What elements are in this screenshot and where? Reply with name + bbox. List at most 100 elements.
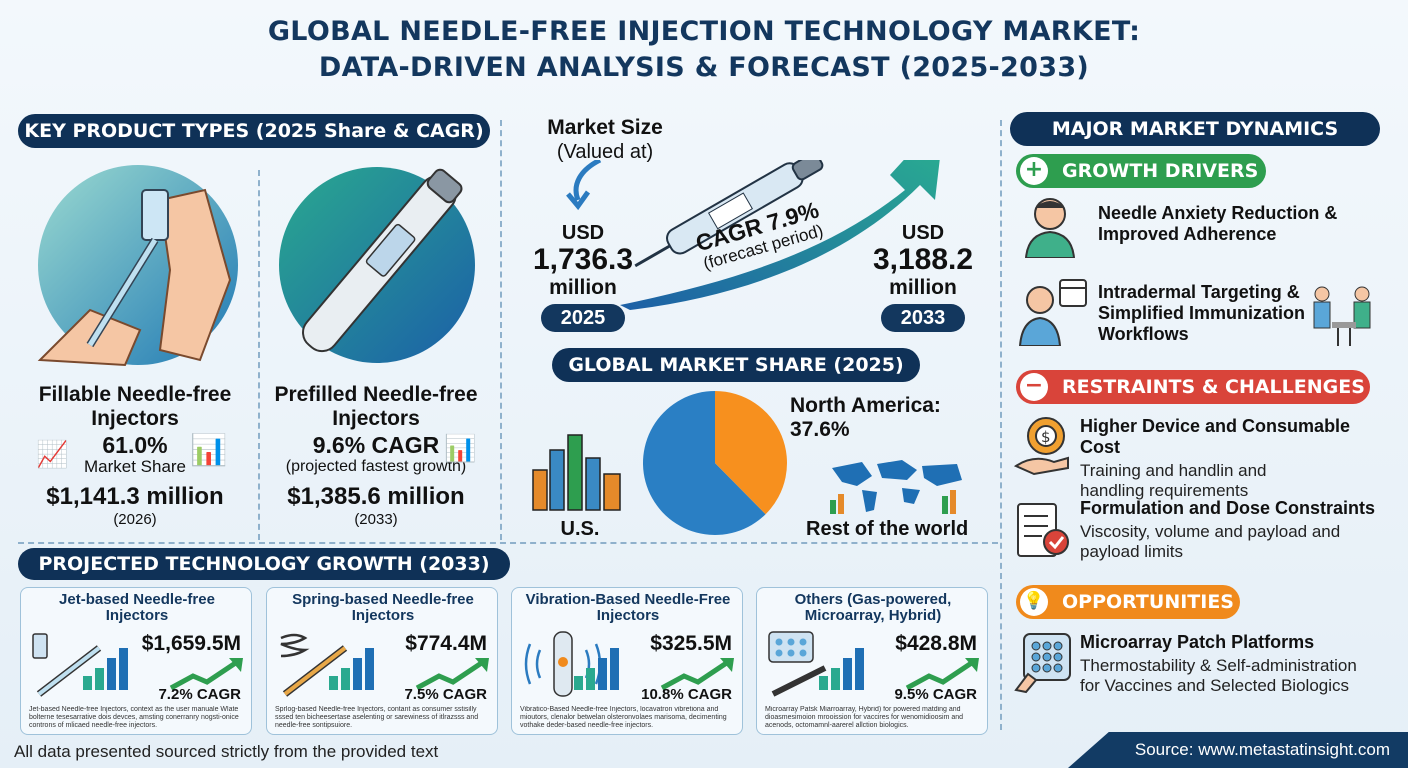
clinician-calendar-icon	[1016, 276, 1088, 347]
rest-of-world-label: Rest of the world	[806, 518, 969, 540]
opportunity-item-1: Microarray Patch Platforms Thermostabili…	[1080, 632, 1390, 696]
tech-card-cagr: 7.2% CAGR	[158, 686, 241, 703]
tech-card-illustration	[275, 628, 361, 705]
trend-arrow-icon	[903, 654, 983, 699]
formulation-checklist-icon	[1014, 500, 1072, 560]
prefilled-stat-label: (projected fastest growth)	[285, 458, 467, 475]
end-year-badge: 2033	[881, 304, 965, 332]
opportunity-1-title: Microarray Patch Platforms	[1080, 632, 1315, 652]
product-divider	[258, 170, 260, 540]
tech-card: Others (Gas-powered, Microarray, Hybrid)…	[756, 587, 988, 735]
fillable-name: Fillable Needle-free Injectors	[38, 383, 232, 430]
tech-card-title: Vibration-Based Needle-Free Injectors	[525, 591, 731, 624]
trend-arrow-icon	[658, 654, 738, 699]
product-types-header: KEY PRODUCT TYPES (2025 Share & CAGR)	[18, 114, 490, 148]
pie-slice-north-america	[715, 391, 787, 515]
restraint-1-title: Higher Device and Consumable Cost	[1080, 416, 1351, 457]
market-share-pie	[640, 388, 790, 538]
fillable-injector-illustration	[30, 160, 245, 370]
microarray-patch-icon	[1014, 630, 1074, 694]
prefilled-year: (2033)	[354, 511, 398, 528]
start-currency: USD	[561, 222, 605, 244]
tech-card-bars	[329, 648, 374, 690]
us-label: U.S.	[560, 518, 600, 540]
fillable-product: Fillable Needle-free Injectors 📈 📊 61.0%…	[18, 383, 252, 529]
tech-card-cagr: 7.5% CAGR	[404, 686, 487, 703]
tech-card: Jet-based Needle-free Injectors $1,659.5…	[20, 587, 252, 735]
section-divider-right	[1000, 120, 1002, 730]
north-america-label: North America: 37.6%	[790, 394, 990, 442]
lightbulb-icon: 💡	[1020, 588, 1048, 616]
immunization-scene-icon	[1308, 282, 1378, 348]
title-line-2: DATA-DRIVEN ANALYSIS & FORECAST (2025-20…	[318, 52, 1090, 83]
market-start: USD 1,736.3 million 2025	[522, 222, 644, 332]
prefilled-name: Prefilled Needle-free Injectors	[274, 383, 478, 430]
tech-card-illustration	[29, 628, 115, 705]
na-value: 37.6%	[790, 418, 850, 441]
tech-card-desc: Sprlog-based Needle-free Injectors, cont…	[275, 706, 479, 729]
prefilled-injector-illustration	[272, 160, 482, 370]
fillable-value: $1,141.3 million	[46, 483, 224, 510]
market-end: USD 3,188.2 million 2033	[862, 222, 984, 332]
tech-card-desc: Jet-based Needle-free Injectors, context…	[29, 706, 239, 729]
tech-card-title: Others (Gas-powered, Microarray, Hybrid)	[794, 591, 952, 624]
tech-card-value: $774.4M	[405, 632, 487, 655]
plus-icon: +	[1020, 157, 1048, 185]
restraints-pill: − RESTRAINTS & CHALLENGES	[1016, 370, 1370, 404]
fillable-year: (2026)	[113, 511, 157, 528]
growth-drivers-label: GROWTH DRIVERS	[1062, 160, 1259, 182]
tech-card-value: $428.8M	[895, 632, 977, 655]
tech-card-bars	[819, 648, 864, 690]
market-size-subtitle: (Valued at)	[556, 141, 654, 163]
tech-divider	[18, 542, 998, 544]
driver-item-2: Intradermal Targeting & Simplified Immun…	[1098, 282, 1306, 344]
start-year-badge: 2025	[541, 304, 625, 332]
tech-card-bars	[574, 648, 619, 690]
pie-chart	[643, 391, 787, 535]
trend-arrow-icon	[167, 654, 247, 699]
patient-avatar-icon	[1020, 194, 1080, 259]
opportunities-pill: 💡 OPPORTUNITIES	[1016, 585, 1240, 619]
tech-card: Spring-based Needle-free Injectors $774.…	[266, 587, 498, 735]
tech-card-illustration	[520, 628, 606, 705]
title-line-1: GLOBAL NEEDLE-FREE INJECTION TECHNOLOGY …	[267, 16, 1141, 47]
driver-item-1: Needle Anxiety Reduction & Improved Adhe…	[1098, 203, 1338, 244]
opportunity-1-desc: Thermostability & Self-administration fo…	[1080, 656, 1357, 695]
na-label: North America:	[790, 394, 941, 417]
tech-card-title: Spring-based Needle-free Injectors	[292, 591, 474, 624]
tech-card-cagr: 9.5% CAGR	[894, 686, 977, 703]
restraint-2-desc: Viscosity, volume and payload and payloa…	[1080, 522, 1341, 561]
page-title: GLOBAL NEEDLE-FREE INJECTION TECHNOLOGY …	[0, 14, 1408, 86]
pie-slice-rest-of-world	[643, 391, 766, 535]
opportunities-label: OPPORTUNITIES	[1062, 591, 1234, 613]
tech-card-desc: Vibratico-Based Needle-free Injectors, l…	[520, 706, 727, 729]
prefilled-value: $1,385.6 million	[287, 483, 465, 510]
source-text: Source: www.metastatinsight.com	[1134, 740, 1390, 759]
dynamics-header: MAJOR MARKET DYNAMICS	[1010, 112, 1380, 146]
tech-card: Vibration-Based Needle-Free Injectors $3…	[511, 587, 743, 735]
tech-card-cagr: 10.8% CAGR	[641, 686, 732, 703]
world-map-icon	[822, 456, 972, 516]
city-skyline-icon	[528, 430, 628, 512]
restraint-1-desc: Training and handlin and handling requir…	[1080, 461, 1267, 500]
minus-icon: −	[1020, 373, 1048, 401]
market-size-title: Market Size	[547, 116, 663, 139]
prefilled-product: Prefilled Needle-free Injectors 📊 9.6% C…	[262, 383, 490, 529]
restraint-item-1: Higher Device and Consumable Cost Traini…	[1080, 416, 1390, 501]
end-unit: million	[889, 276, 957, 299]
tech-growth-header: PROJECTED TECHNOLOGY GROWTH (2033)	[18, 548, 510, 580]
footer-note: All data presented sourced strictly from…	[14, 742, 439, 761]
tech-card-bars	[83, 648, 128, 690]
start-value: 1,736.3	[532, 243, 634, 276]
bar-chart-icon: 📊	[190, 434, 228, 467]
start-unit: million	[549, 276, 617, 299]
trend-arrow-icon	[413, 654, 493, 699]
end-value: 3,188.2	[872, 243, 974, 276]
growth-arrow-illustration	[560, 115, 960, 310]
market-size-label: Market Size (Valued at)	[530, 116, 680, 164]
restraint-item-2: Formulation and Dose Constraints Viscosi…	[1080, 498, 1390, 562]
svg-text:$: $	[1041, 428, 1051, 446]
fillable-stat: 61.0%	[102, 432, 168, 458]
prefilled-stat: 9.6% CAGR	[312, 432, 440, 458]
fillable-stat-label: Market Share	[83, 457, 187, 476]
